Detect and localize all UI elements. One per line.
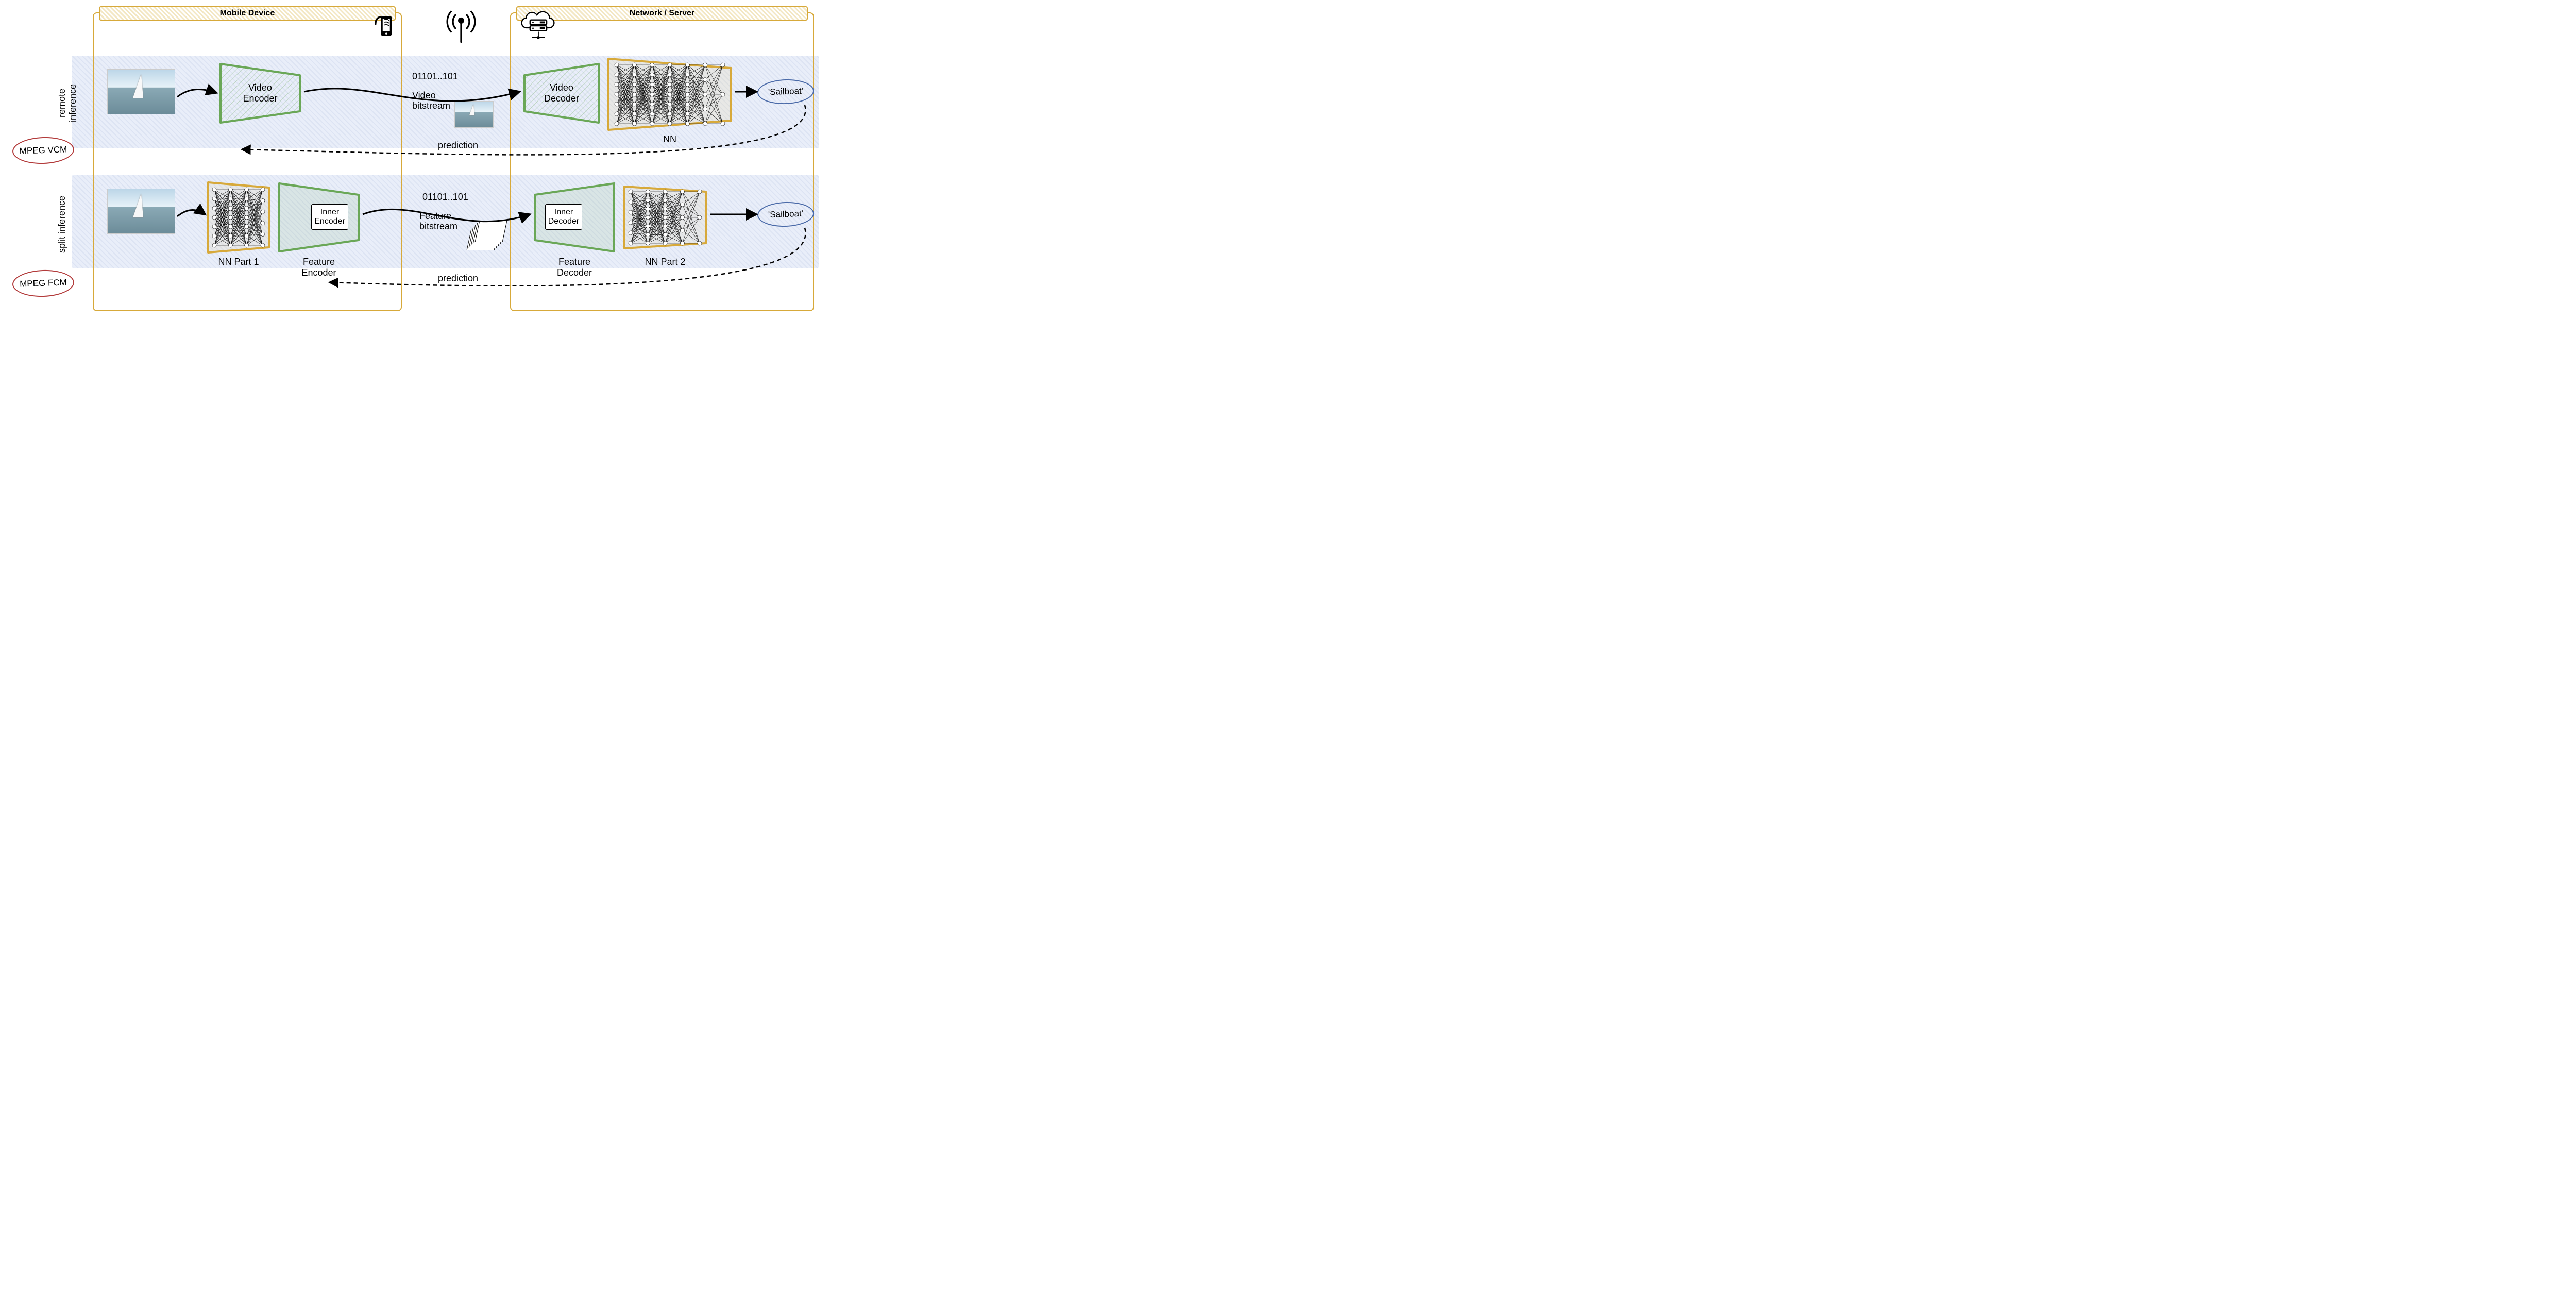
inner-decoder: Inner Decoder <box>545 204 582 230</box>
panel-server-title: Network / Server <box>516 6 808 21</box>
panel-mobile-title: Mobile Device <box>99 6 396 21</box>
block-nn-part2-label: NN Part 2 <box>621 257 709 267</box>
row-label-remote: remote inference <box>57 72 69 134</box>
badge-mpeg-fcm-label: MPEG FCM <box>20 277 67 289</box>
bits-label-2: 01101..101 <box>422 192 468 203</box>
block-feature-encoder: Inner Encoder <box>275 179 363 256</box>
badge-mpeg-vcm-label: MPEG VCM <box>19 144 67 156</box>
block-video-decoder-label: Video Decoder <box>541 82 582 104</box>
tensor-stack-icon <box>469 221 503 249</box>
bitstream-thumb <box>454 101 494 128</box>
block-nn-part2: NN Part 2 <box>621 179 709 256</box>
block-nn-label: NN <box>605 134 734 145</box>
block-nn-part1: NN Part 1 <box>205 179 272 256</box>
feature-bitstream-label: Feature bitstream <box>419 211 457 232</box>
badge-mpeg-vcm: MPEG VCM <box>12 136 75 165</box>
input-image-remote <box>107 69 175 114</box>
phone-icon <box>371 12 400 41</box>
block-feature-encoder-label: Feature Encoder <box>275 257 363 278</box>
row-label-split: split inference <box>57 193 69 255</box>
block-nn: NN <box>605 56 734 133</box>
block-feature-decoder-label: Feature Decoder <box>531 257 618 278</box>
prediction-label-2: prediction <box>438 273 478 284</box>
block-video-encoder: Video Encoder <box>216 60 304 127</box>
input-image-split <box>107 189 175 234</box>
bits-label-1: 01101..101 <box>412 71 458 82</box>
inner-encoder: Inner Encoder <box>311 204 348 230</box>
output-badge-1-label: 'Sailboat' <box>768 86 804 97</box>
video-bitstream-label: Video bitstream <box>412 91 450 111</box>
block-nn-part1-label: NN Part 1 <box>205 257 272 267</box>
badge-mpeg-fcm: MPEG FCM <box>12 269 75 298</box>
cloud-server-icon <box>518 7 557 44</box>
block-feature-decoder: Inner Decoder <box>531 179 618 256</box>
output-badge-2-label: 'Sailboat' <box>768 209 804 220</box>
antenna-icon <box>443 9 479 45</box>
block-video-encoder-label: Video Encoder <box>240 82 280 104</box>
block-video-decoder: Video Decoder <box>520 60 603 127</box>
prediction-label-1: prediction <box>438 140 478 151</box>
